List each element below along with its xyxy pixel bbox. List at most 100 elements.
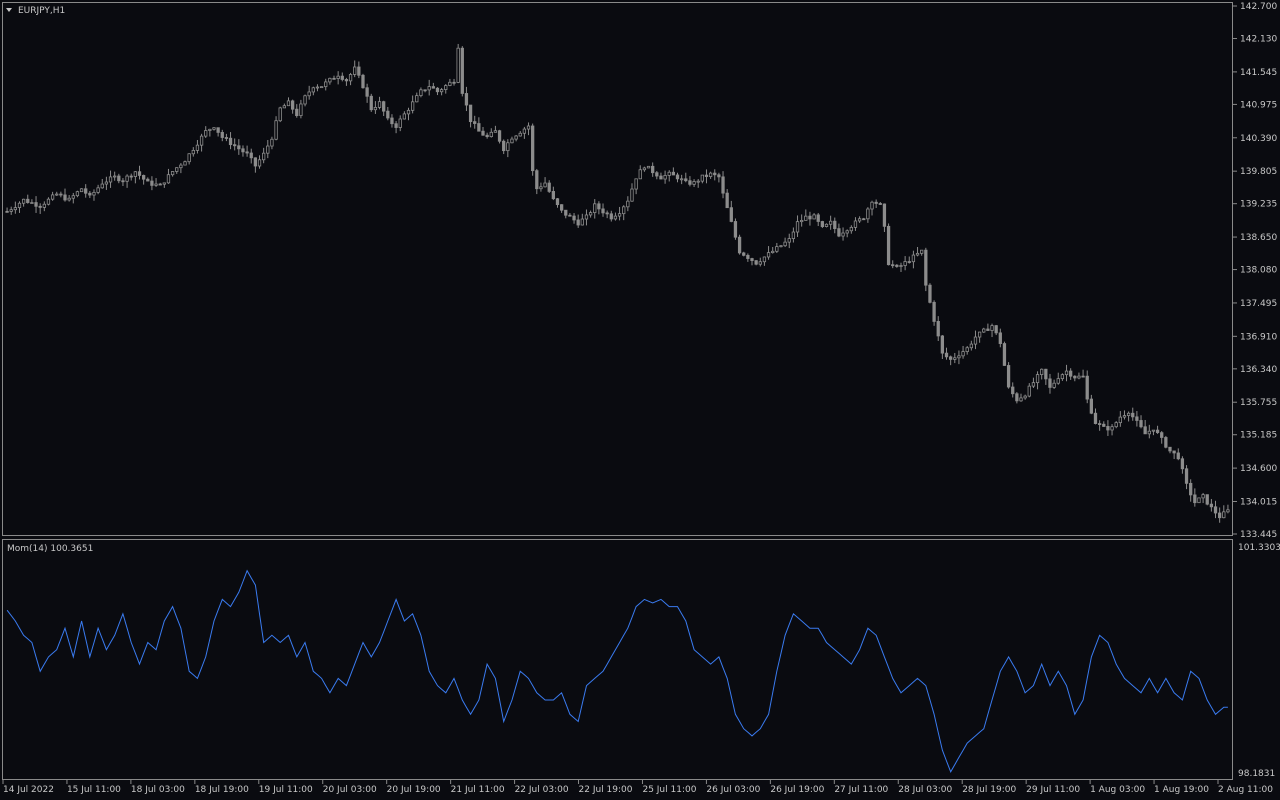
time-x-tick-label: 25 Jul 11:00 (642, 785, 696, 795)
candle-body (853, 220, 858, 228)
candle-body (932, 301, 936, 322)
candle-body (84, 188, 88, 194)
price-y-tick-label: 140.390 (1240, 134, 1277, 144)
candle-body (1011, 386, 1015, 395)
candle-body (779, 245, 783, 248)
candle-body (179, 164, 183, 169)
candle-body (340, 75, 344, 80)
candle-body (1205, 494, 1209, 505)
candle-body (204, 130, 208, 137)
time-x-tick-label: 29 Jul 11:00 (1026, 785, 1080, 795)
candle-body (390, 117, 394, 125)
candle-body (307, 91, 311, 97)
candle-body (67, 197, 71, 201)
candle-body (506, 142, 510, 152)
candle-body (1052, 382, 1056, 388)
momentum-label: Mom(14) 100.3651 (7, 544, 93, 554)
candle-body (824, 223, 829, 227)
candle-body (1040, 368, 1044, 375)
candle-body (924, 249, 928, 286)
candle-body (820, 221, 824, 227)
candle-body (833, 220, 837, 230)
candle-body (588, 212, 593, 216)
candle-body (646, 165, 651, 169)
candle-body (377, 101, 382, 108)
candle-body (514, 135, 518, 140)
candle-body (233, 144, 237, 147)
candle-body (911, 254, 916, 263)
candle-body (609, 213, 613, 220)
candle-body (42, 203, 46, 208)
candle-body (696, 180, 700, 183)
candle-body (746, 254, 750, 259)
candle-body (684, 178, 688, 182)
candle-body (961, 351, 965, 357)
candle-body (158, 183, 162, 186)
candle-body (998, 332, 1002, 344)
candle-body (1222, 511, 1226, 519)
price-y-tick-label: 142.130 (1240, 35, 1277, 45)
candle-body (162, 182, 166, 185)
time-x-tick-label: 18 Jul 03:00 (131, 785, 185, 795)
momentum-pane[interactable] (2, 539, 1233, 780)
candle-body (1168, 446, 1172, 452)
candle-body (895, 264, 899, 267)
candle-body (510, 138, 514, 144)
candle-body (1139, 420, 1143, 428)
candle-body (154, 183, 158, 186)
candle-body (348, 74, 353, 82)
candle-body (332, 77, 336, 80)
momentum-y-axis: 101.3303 98.1831 (1238, 543, 1280, 779)
candle-body (75, 191, 80, 197)
candle-body (92, 191, 96, 196)
price-y-tick-label: 138.080 (1240, 266, 1277, 276)
candle-body (1226, 509, 1230, 513)
candle-body (150, 180, 154, 186)
candle-body (448, 81, 452, 86)
candle-body (1073, 375, 1077, 379)
candle-body (522, 128, 527, 134)
candle-body (129, 175, 133, 178)
candle-body (398, 118, 402, 128)
candle-body (13, 207, 17, 211)
price-y-tick-label: 135.755 (1240, 398, 1277, 408)
candle-body (224, 137, 229, 139)
candle-body (1160, 432, 1164, 438)
candle-body (551, 191, 555, 200)
candle-body (651, 165, 655, 174)
candle-body (1201, 494, 1205, 499)
candle-body (1031, 382, 1036, 387)
time-x-tick-label: 22 Jul 19:00 (579, 785, 633, 795)
candle-body (742, 252, 746, 256)
candle-body (212, 127, 216, 130)
candle-body (113, 175, 117, 178)
candle-body (800, 220, 804, 223)
candle-body (406, 109, 411, 115)
candle-body (34, 202, 38, 207)
candle-body (704, 174, 709, 177)
triangle-down-icon[interactable] (6, 8, 12, 12)
candle-body (249, 152, 253, 159)
time-x-tick-label: 28 Jul 19:00 (962, 785, 1016, 795)
candle-body (274, 120, 278, 140)
candle-body (237, 145, 241, 150)
candle-body (953, 357, 957, 360)
candle-body (655, 172, 659, 177)
candle-body (920, 249, 924, 254)
price-y-tick-label: 135.185 (1240, 431, 1277, 441)
candle-body (874, 201, 878, 204)
candle-body (373, 106, 378, 111)
time-x-tick-label: 22 Jul 03:00 (515, 785, 569, 795)
candle-body (667, 171, 671, 176)
candle-body (468, 104, 473, 123)
candle-body (452, 81, 456, 84)
price-pane[interactable] (2, 2, 1233, 536)
candle-body (555, 198, 560, 206)
candle-body (1114, 422, 1118, 428)
candle-body (899, 265, 903, 267)
candle-body (787, 238, 791, 243)
candle-body (299, 103, 303, 117)
candle-body (907, 261, 911, 263)
candle-body (278, 107, 282, 122)
